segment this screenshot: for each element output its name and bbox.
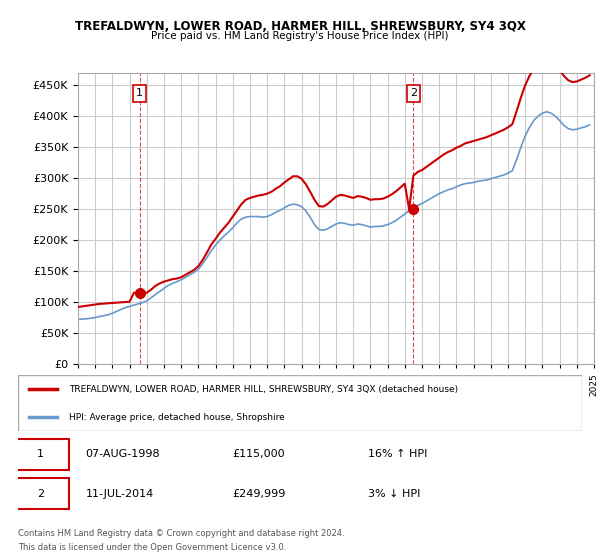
FancyBboxPatch shape: [13, 439, 69, 470]
Text: 2: 2: [37, 489, 44, 498]
Text: 16% ↑ HPI: 16% ↑ HPI: [368, 450, 427, 459]
FancyBboxPatch shape: [13, 478, 69, 509]
Text: 3% ↓ HPI: 3% ↓ HPI: [368, 489, 420, 498]
Text: This data is licensed under the Open Government Licence v3.0.: This data is licensed under the Open Gov…: [18, 543, 286, 552]
Text: HPI: Average price, detached house, Shropshire: HPI: Average price, detached house, Shro…: [69, 413, 284, 422]
Text: 2: 2: [410, 88, 417, 98]
Text: £115,000: £115,000: [232, 450, 285, 459]
Text: Contains HM Land Registry data © Crown copyright and database right 2024.: Contains HM Land Registry data © Crown c…: [18, 529, 344, 538]
Text: TREFALDWYN, LOWER ROAD, HARMER HILL, SHREWSBURY, SY4 3QX (detached house): TREFALDWYN, LOWER ROAD, HARMER HILL, SHR…: [69, 385, 458, 394]
Text: TREFALDWYN, LOWER ROAD, HARMER HILL, SHREWSBURY, SY4 3QX: TREFALDWYN, LOWER ROAD, HARMER HILL, SHR…: [74, 20, 526, 32]
Text: Price paid vs. HM Land Registry's House Price Index (HPI): Price paid vs. HM Land Registry's House …: [151, 31, 449, 41]
Text: 1: 1: [136, 88, 143, 98]
Text: 11-JUL-2014: 11-JUL-2014: [86, 489, 154, 498]
Text: £249,999: £249,999: [232, 489, 286, 498]
Text: 1: 1: [37, 450, 44, 459]
Text: 07-AUG-1998: 07-AUG-1998: [86, 450, 160, 459]
FancyBboxPatch shape: [18, 375, 582, 431]
